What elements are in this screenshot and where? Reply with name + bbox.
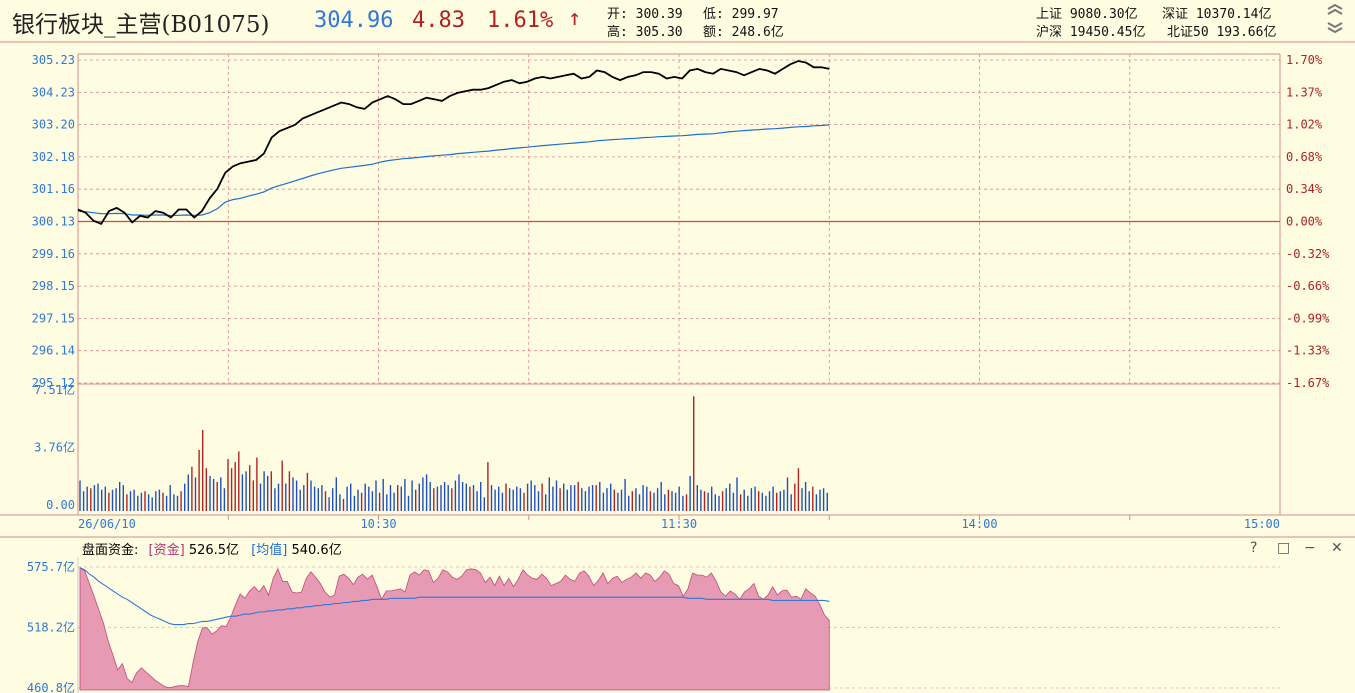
y-tick-right: 1.70% (1286, 53, 1323, 67)
page-title: 银行板块_主营(B01075) (12, 12, 270, 38)
y-tick-right: -0.66% (1286, 279, 1330, 293)
y-tick-left: 295.12 (32, 376, 75, 390)
open-value: 300.39 (635, 7, 683, 22)
index-hs: 沪深 19450.45亿 (1036, 21, 1145, 40)
y-tick-left: 304.23 (32, 85, 75, 99)
current-price: 304.96 (314, 8, 394, 33)
open-stat: 开: 300.39 (607, 3, 683, 22)
y-tick-right: -0.99% (1286, 311, 1330, 325)
y-tick-right: 1.37% (1286, 85, 1323, 99)
header-bar: 银行板块_主营(B01075) 304.96 4.83 1.61% ↑ 开: 3… (0, 0, 1355, 42)
open-label: 开: (607, 7, 628, 22)
y-tick-left: 303.20 (32, 118, 75, 132)
price-change-pct: 1.61% (487, 8, 554, 33)
y-tick-right: -1.67% (1286, 376, 1330, 390)
x-tick-label: 26/06/10 (78, 517, 136, 531)
index-hs-value: 19450.45亿 (1069, 25, 1146, 40)
y-tick-left: 299.16 (32, 247, 75, 261)
low-value: 299.97 (731, 7, 779, 22)
y-tick-left: 296.14 (32, 344, 75, 358)
fund-legend: 盘面资金: [资金] 526.5亿 [均值] 540.6亿 (82, 539, 342, 558)
close-icon[interactable]: ✕ (1331, 540, 1343, 556)
y-tick-left: 297.15 (32, 311, 75, 325)
volume-y-tick: 7.51亿 (34, 382, 75, 397)
y-tick-right: -1.33% (1286, 344, 1330, 358)
index-sz-value: 10370.14亿 (1195, 7, 1272, 22)
low-label: 低: (703, 7, 724, 22)
y-tick-left: 301.16 (32, 182, 75, 196)
price-line (77, 60, 830, 226)
low-stat: 低: 299.97 (703, 3, 779, 22)
fund-y-tick: 575.7亿 (27, 559, 75, 574)
index-sh-label: 上证 (1036, 7, 1063, 22)
y-tick-left: 300.13 (32, 215, 75, 229)
x-tick-label: 10:30 (360, 517, 396, 531)
chevron-double-down-icon[interactable] (1324, 21, 1346, 33)
x-tick-label: 11:30 (661, 517, 697, 531)
y-tick-right: 0.34% (1286, 182, 1323, 196)
fund-area (79, 566, 830, 691)
volume-y-tick: 3.76亿 (34, 440, 75, 455)
y-tick-left: 302.18 (32, 150, 75, 164)
index-hs-label: 沪深 (1036, 25, 1063, 40)
high-stat: 高: 305.30 (607, 21, 683, 40)
amount-label: 额: (703, 25, 724, 40)
fund-y-tick: 518.2亿 (27, 620, 75, 635)
y-tick-right: 1.02% (1286, 118, 1323, 132)
y-tick-left: 305.23 (32, 53, 75, 67)
avg-legend-value: 540.6亿 (291, 543, 342, 558)
index-bz50-value: 193.66亿 (1216, 25, 1277, 40)
index-sh-value: 9080.30亿 (1069, 7, 1138, 22)
amount-stat: 额: 248.6亿 (703, 21, 784, 40)
y-tick-right: 0.68% (1286, 150, 1323, 164)
volume-y-tick: 0.00 (46, 498, 75, 512)
avg-legend-label: [均值] (251, 543, 288, 558)
y-tick-left: 298.15 (32, 279, 75, 293)
index-sh: 上证 9080.30亿 (1036, 3, 1138, 22)
avg-price-line (77, 124, 830, 217)
up-arrow-icon: ↑ (568, 6, 582, 31)
y-tick-right: -0.32% (1286, 247, 1330, 261)
amount-value: 248.6亿 (731, 25, 784, 40)
price-change: 4.83 (412, 8, 465, 33)
x-tick-label: 14:00 (961, 517, 997, 531)
index-bz50: 北证50 193.66亿 (1167, 21, 1276, 40)
high-label: 高: (607, 25, 628, 40)
x-tick-label: 15:00 (1244, 517, 1280, 531)
fund-legend-value: 526.5亿 (188, 543, 240, 558)
index-sz: 深证 10370.14亿 (1162, 3, 1271, 22)
fund-title: 盘面资金: (82, 543, 139, 558)
high-value: 305.30 (635, 25, 683, 40)
index-bz50-label: 北证50 (1167, 25, 1209, 40)
fund-avg-line (79, 567, 830, 626)
help-icon[interactable]: ? (1250, 540, 1258, 556)
index-sz-label: 深证 (1162, 7, 1189, 22)
maximize-icon[interactable]: □ (1277, 540, 1291, 556)
fund-y-tick: 460.8亿 (27, 680, 75, 693)
y-tick-right: 0.00% (1286, 215, 1323, 229)
minimize-icon[interactable]: − (1304, 540, 1316, 556)
chevron-double-up-icon[interactable] (1324, 3, 1346, 15)
fund-legend-label: [资金] (148, 543, 185, 558)
